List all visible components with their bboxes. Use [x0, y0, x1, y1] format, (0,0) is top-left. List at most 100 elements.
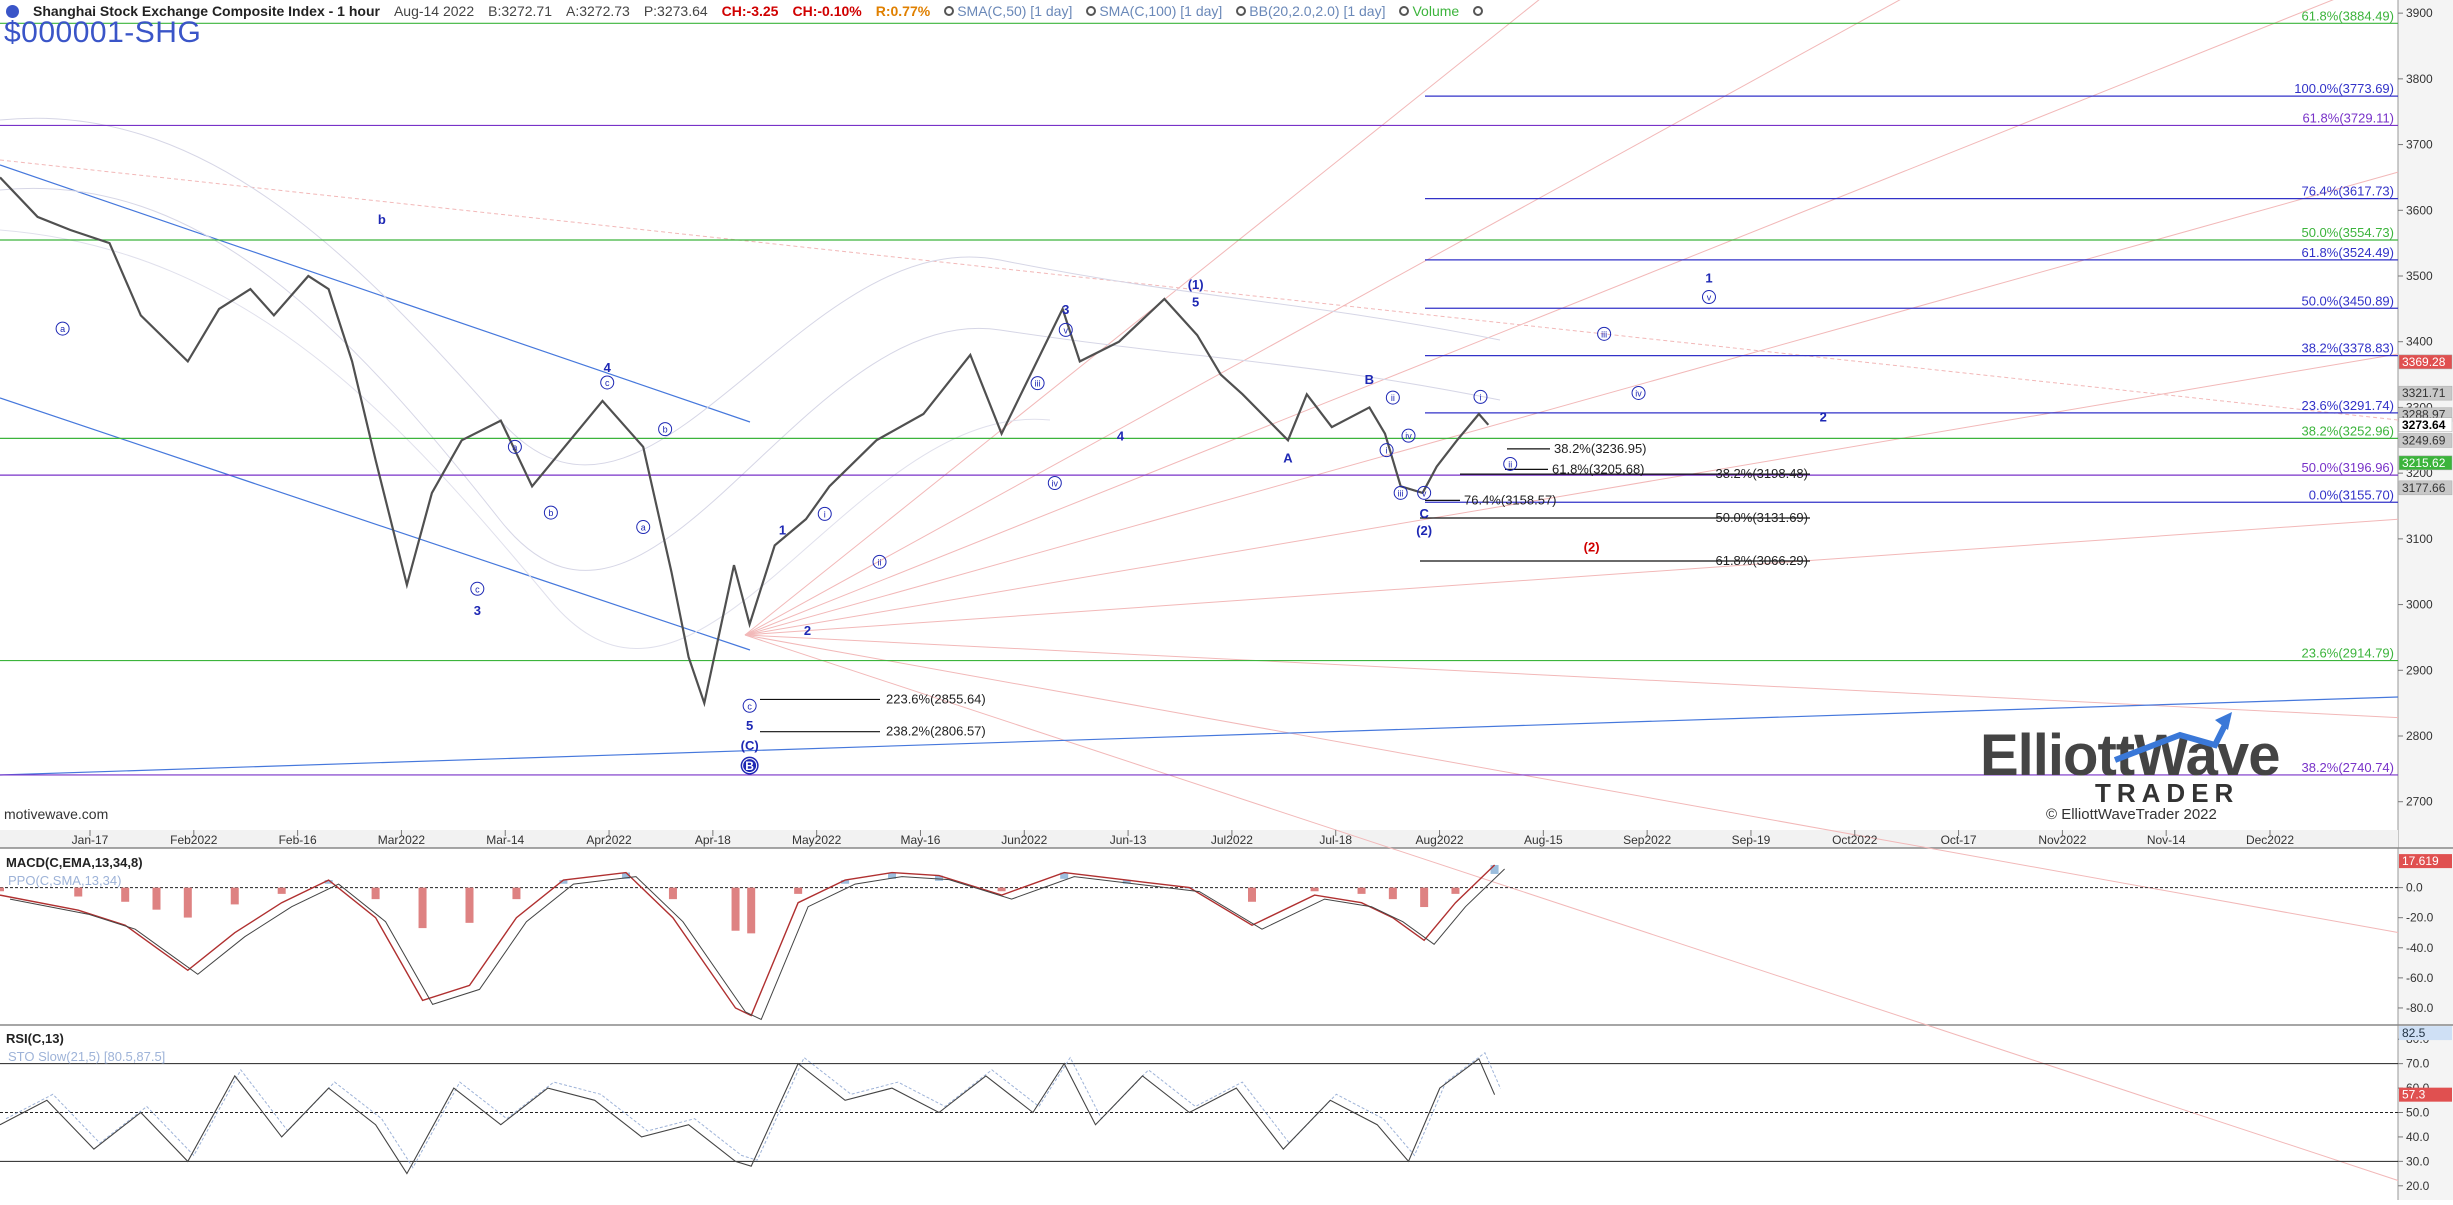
gear-icon[interactable] [1086, 6, 1097, 16]
wave-label-circle [55, 321, 70, 336]
fib-level-label: 76.4%(3617.73) [2301, 184, 2394, 199]
x-tick-label: May2022 [792, 833, 842, 847]
wave-label: v [1422, 488, 1427, 498]
fan-line [744, 634, 2399, 1181]
price-series-line [0, 176, 1490, 708]
wave-label: b [663, 425, 668, 435]
macd-line [0, 864, 1496, 1017]
indicator-bb[interactable]: BB(20,2.0,2.0) [1 day] [1236, 3, 1385, 19]
wave-label: v [1064, 325, 1069, 335]
y-tick-label: 0.0 [2406, 881, 2423, 895]
wave-label: iii [1035, 379, 1041, 389]
x-tick-label: Dec2022 [2246, 833, 2294, 847]
fib-level-label: 50.0%(3196.96) [2301, 460, 2394, 475]
x-tick-label: Apr2022 [586, 833, 632, 847]
macd-histogram-bar [1310, 887, 1319, 892]
watermark: motivewave.com [4, 806, 109, 822]
wave-label-circle [543, 505, 558, 520]
gear-icon[interactable] [1473, 6, 1484, 16]
macd-histogram-bar [152, 887, 161, 910]
y-tick-label: 2700 [2406, 795, 2433, 809]
wave-label: ii [878, 557, 882, 567]
x-tick-label: Nov-14 [2147, 833, 2186, 847]
macd-histogram-bar [121, 887, 130, 902]
y-tick-label: 3700 [2406, 138, 2433, 152]
y-tick-label: 3400 [2406, 335, 2433, 349]
wave-label: ii [1508, 459, 1512, 469]
wave-label: ii [1391, 393, 1395, 403]
symbol-label: $000001-SHG [4, 16, 202, 49]
macd-histogram-bar [1357, 887, 1366, 894]
header-date: Aug-14 2022 [393, 3, 475, 19]
indicator-sma50[interactable]: SMA(C,50) [1 day] [944, 3, 1072, 19]
trendline [0, 696, 2399, 776]
fib-level-label: 50.0%(3450.89) [2301, 293, 2394, 308]
main-pane-bg [0, 0, 2453, 830]
wave-label-circle [658, 422, 673, 437]
macd-histogram-bar [794, 887, 803, 894]
wave-label: 3 [474, 603, 481, 618]
price-tag [2398, 480, 2453, 496]
trendline [0, 397, 751, 651]
macd-histogram-bar [324, 880, 333, 884]
x-tick-label: Feb-16 [279, 833, 317, 847]
header-bid: B:3272.71 [488, 3, 552, 19]
wave-label: B [1365, 372, 1374, 387]
wave-label-circle [740, 756, 759, 775]
price-tag-label: 3321.71 [2402, 386, 2446, 400]
fan-line [744, 0, 2334, 636]
wave-label-circle [1058, 322, 1073, 337]
gear-icon[interactable] [944, 6, 955, 16]
wave-label: b [378, 212, 386, 227]
short-fib-label: 61.8%(3205.68) [1552, 461, 1645, 476]
y-tick-label: -60.0 [2406, 971, 2434, 985]
x-tick-label: Jun2022 [1001, 833, 1047, 847]
price-tag-label: 3215.62 [2402, 456, 2446, 470]
macd-histogram-bar [277, 887, 286, 894]
price-tag [2398, 433, 2453, 448]
wave-label: a [512, 442, 517, 452]
indicator-volume[interactable]: Volume [1399, 3, 1459, 19]
wave-label-circle [1701, 290, 1716, 305]
x-tick-label: Feb2022 [170, 833, 218, 847]
macd-histogram-bar [1248, 887, 1256, 902]
macd-histogram-bar [1122, 880, 1131, 884]
y-tick-label: -40.0 [2406, 941, 2434, 955]
wave-label-circle [1631, 385, 1646, 400]
wave-label-circle [1503, 456, 1518, 471]
fib-level-label: 38.2%(2740.74) [2301, 760, 2394, 775]
gear-icon[interactable] [1399, 6, 1410, 16]
header-range-pct: R:0.77% [875, 3, 931, 19]
short-fib-label: 50.0%(3131.69) [1715, 510, 1808, 525]
x-tick-label: Jan-17 [72, 833, 109, 847]
fan-line [744, 518, 2399, 636]
wave-label-circle [742, 758, 758, 774]
price-tag [2398, 385, 2453, 401]
macd-pane-subtitle: PPO(C,SMA,13,34) [8, 873, 122, 888]
fib-level-label: 0.0%(3155.70) [2309, 487, 2394, 502]
y-tick-label: 20.0 [2406, 1179, 2430, 1193]
chart-menu-icon[interactable] [6, 4, 19, 18]
wave-label: 5 [746, 718, 753, 733]
indicator-sma100[interactable]: SMA(C,100) [1 day] [1086, 3, 1222, 19]
macd-histogram-bar [935, 875, 943, 881]
gear-icon[interactable] [1236, 6, 1247, 16]
macd-histogram-bar [1451, 887, 1460, 894]
wave-label: 4 [1117, 428, 1125, 443]
y-tick-label: 3800 [2406, 72, 2433, 86]
wave-label: (2) [1584, 539, 1600, 554]
fib-level-label: 23.6%(2914.79) [2301, 646, 2394, 661]
wave-label: c [747, 701, 752, 711]
wave-label: b [548, 508, 553, 518]
wave-label-circle [742, 698, 757, 713]
copyright: © ElliottWaveTrader 2022 [2046, 806, 2217, 823]
trendline [0, 164, 751, 423]
x-tick-label: Nov2022 [2038, 833, 2086, 847]
price-tag-label: 3273.64 [2402, 418, 2446, 432]
wave-label: 3 [1062, 302, 1069, 317]
price-tag-label: 3369.28 [2402, 355, 2446, 369]
bollinger-band [0, 229, 1051, 649]
